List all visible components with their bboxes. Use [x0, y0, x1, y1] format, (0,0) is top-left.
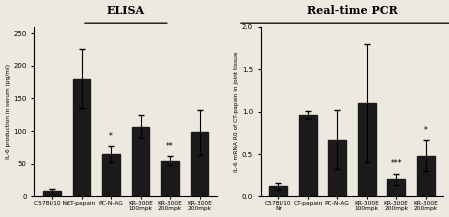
Bar — [329, 140, 346, 196]
Bar — [358, 103, 376, 196]
Text: *: * — [109, 132, 113, 141]
Text: **: ** — [166, 142, 174, 151]
Bar — [191, 132, 208, 196]
Y-axis label: IL-6 production in serum (pg/ml): IL-6 production in serum (pg/ml) — [5, 64, 11, 159]
Bar — [43, 191, 61, 196]
Text: ***: *** — [391, 159, 402, 168]
Bar — [387, 179, 405, 196]
Bar — [269, 186, 287, 196]
Bar — [299, 115, 317, 196]
Text: Real-time PCR: Real-time PCR — [307, 5, 397, 16]
Bar — [102, 154, 120, 196]
Text: ELISA: ELISA — [107, 5, 145, 16]
Text: *: * — [424, 126, 428, 135]
Bar — [417, 156, 435, 196]
Y-axis label: IL-6 mRNA R0 of CT-papain in joint tissue: IL-6 mRNA R0 of CT-papain in joint tissu… — [234, 51, 239, 172]
Bar — [132, 127, 150, 196]
Bar — [161, 161, 179, 196]
Bar — [73, 79, 91, 196]
